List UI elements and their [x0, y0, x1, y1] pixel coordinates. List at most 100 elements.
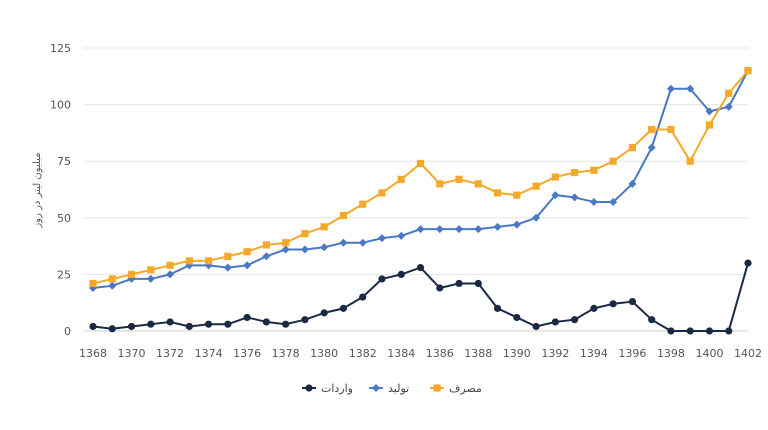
series-0-point [513, 313, 521, 322]
series-0-point [532, 322, 540, 331]
series-2-point [204, 257, 213, 265]
x-tick-label: 1386 [426, 347, 454, 360]
series-0 [89, 259, 752, 335]
x-tick-label: 1376 [233, 347, 261, 360]
series-0-point [262, 318, 270, 326]
series-0-point [725, 327, 733, 335]
series-0-point [493, 304, 502, 312]
series-0-point [301, 316, 309, 324]
series-1-point [493, 222, 502, 231]
series-1-point [628, 179, 637, 188]
x-tick-label: 1368 [79, 347, 107, 360]
series-0-point [166, 318, 174, 326]
series-1-point [589, 197, 598, 206]
series-2-point [628, 144, 637, 152]
x-tick-label: 1374 [195, 347, 223, 360]
series-1-point [474, 225, 483, 234]
series-0-point [378, 275, 386, 283]
series-1-point [455, 225, 464, 234]
series-2-point [513, 191, 521, 199]
series-2 [89, 67, 752, 288]
series-1-point [320, 243, 329, 252]
series-0-point [127, 322, 136, 331]
series-2-point [359, 200, 367, 208]
legend-0-point [305, 384, 313, 392]
legend-2-point [433, 384, 441, 392]
series-2-point [378, 189, 386, 197]
series-1-point [262, 252, 271, 261]
series-1-point [281, 245, 290, 254]
series-0-point [204, 320, 213, 328]
series-0-point [147, 320, 155, 328]
series-2-point [493, 189, 502, 197]
x-tick-label: 1388 [464, 347, 492, 360]
series-1-point [108, 281, 117, 290]
series-1-point [512, 220, 521, 229]
series-0-point [551, 318, 559, 326]
x-tick-label: 1370 [118, 347, 146, 360]
series-2-point [320, 223, 328, 231]
series-1-point [666, 84, 675, 93]
series-0-point [474, 279, 482, 288]
series-0-point [667, 327, 675, 335]
series-1-point [532, 213, 541, 222]
series-0-point [705, 327, 714, 335]
x-tick-label: 1400 [695, 347, 723, 360]
series-0-point [686, 327, 694, 335]
series-1-point [724, 102, 733, 111]
x-tick-label: 1396 [618, 347, 646, 360]
series-2-point [108, 275, 116, 283]
series-2-point [744, 67, 752, 75]
series-2-point [397, 175, 405, 183]
legend-item: واردات [302, 382, 353, 395]
x-axis-ticks: 1368 1370 1372 1374 1376 1378 1380 1382 1384 1386… [79, 347, 762, 360]
series-2-point [667, 125, 675, 134]
series-2-point [166, 261, 174, 269]
x-tick-label: 1372 [156, 347, 184, 360]
series-2-point [147, 266, 155, 274]
series-0-point [320, 309, 328, 317]
series-1-point [686, 84, 695, 93]
series-1-point [647, 143, 656, 152]
series-1-point [705, 107, 714, 116]
series-1-point [166, 270, 175, 279]
y-tick-label: 100 [50, 99, 71, 112]
series-1-point [223, 263, 232, 272]
series-2-point [185, 257, 193, 265]
series-0-point [590, 304, 598, 312]
x-tick-label: 1384 [387, 347, 415, 360]
y-tick-label: 0 [64, 325, 71, 338]
series-2-line [92, 69, 749, 285]
y-axis-title: میلیون لیتر در روز [32, 152, 43, 228]
y-tick-label: 50 [57, 212, 71, 225]
series-2-point [648, 125, 656, 134]
grid-lines [84, 47, 748, 332]
series-0-point [282, 320, 290, 328]
series-1-point [146, 274, 155, 283]
y-axis-ticks: 0 25 50 75 100 125 [50, 42, 71, 338]
series-2-point [686, 157, 694, 165]
series-1-point [243, 261, 252, 270]
series-1-point [358, 238, 367, 247]
series-2-point [725, 89, 733, 97]
series-0-point [339, 304, 348, 312]
legend-item: تولید [369, 382, 409, 395]
series-1-point [570, 193, 579, 202]
series-2-point [89, 279, 97, 288]
x-tick-label: 1392 [541, 347, 569, 360]
series-0-point [455, 279, 463, 288]
series-2-point [609, 157, 617, 165]
legend-label: تولید [388, 382, 409, 395]
series-0-point [628, 297, 637, 306]
series-0-point [89, 322, 97, 331]
legend-item: مصرف [430, 382, 482, 395]
legend-label: واردات [321, 382, 353, 395]
y-tick-label: 75 [57, 155, 71, 168]
series-2-point [455, 175, 463, 183]
y-tick-label: 125 [50, 42, 71, 55]
series-0-point [243, 313, 251, 322]
series-0-point [359, 293, 367, 301]
series-1-point [300, 245, 309, 254]
